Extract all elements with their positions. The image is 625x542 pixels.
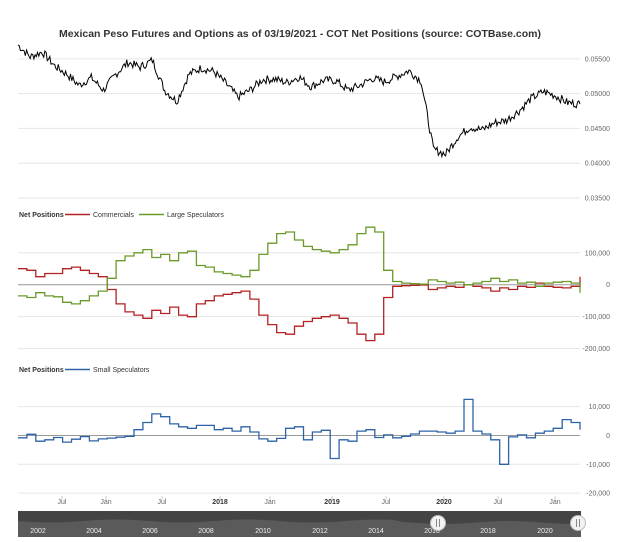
navigator-year-label: 2014: [368, 528, 384, 535]
time-axis-label: Jan: [100, 499, 111, 506]
time-axis-label: Jul: [382, 499, 391, 506]
navigator-year-label: 2012: [312, 528, 328, 535]
net-positions-legend-title: Net Positions: [19, 212, 64, 219]
small-speculators-legend-title: Net Positions: [19, 367, 64, 374]
net-positions-tick-label: -200,000: [582, 346, 610, 353]
small-speculators-gridlines: [18, 406, 580, 494]
net-positions-y-axis: 100,000 0 -100,000 -200,000: [582, 250, 610, 353]
large-speculators-series-line: [18, 226, 581, 305]
price-series-line: [17, 44, 581, 159]
small-speculators-tick-label: -20,000: [586, 491, 610, 498]
navigator-right-handle[interactable]: [570, 515, 586, 531]
navigator-year-label: 2006: [142, 528, 158, 535]
commercials-legend-label[interactable]: Commercials: [93, 212, 134, 219]
small-speculators-tick-label: -10,000: [586, 462, 610, 469]
time-axis-label: Jan: [264, 499, 275, 506]
price-gridlines: [18, 58, 580, 199]
net-positions-gridlines: [18, 252, 580, 350]
price-tick-label: 0.05500: [585, 56, 610, 63]
time-axis-label: 2018: [212, 499, 228, 506]
time-axis: Jul Jan Jul 2018 Jan 2019 Jul 2020 Jul Jan: [58, 496, 561, 506]
small-speculators-y-axis: 10,000 0 -10,000 -20,000: [586, 404, 610, 497]
navigator-left-handle[interactable]: [430, 515, 446, 531]
price-tick-label: 0.04000: [585, 161, 610, 168]
commercials-series-line: [18, 266, 581, 342]
price-panel: 0.05500 0.05000 0.04500 0.04000 0.03500: [17, 44, 610, 203]
navigator-year-label: 2002: [30, 528, 46, 535]
time-axis-label: Jul: [494, 499, 503, 506]
navigator-series-area: [18, 519, 581, 537]
price-y-axis: 0.05500 0.05000 0.04500 0.04000 0.03500: [585, 56, 610, 202]
time-axis-label: Jan: [549, 499, 560, 506]
chart-title: Mexican Peso Futures and Options as of 0…: [59, 28, 541, 40]
price-tick-label: 0.05000: [585, 91, 610, 98]
navigator-year-label: 2016: [424, 528, 440, 535]
small-speculators-panel: 10,000 0 -10,000 -20,000 Net Positions Smal…: [18, 367, 610, 498]
net-positions-tick-label: 100,000: [585, 250, 610, 257]
price-tick-label: 0.04500: [585, 126, 610, 133]
navigator-year-label: 2008: [198, 528, 214, 535]
net-positions-tick-label: -100,000: [582, 314, 610, 321]
navigator-year-label: 2018: [480, 528, 496, 535]
small-speculators-tick-label: 0: [606, 433, 610, 440]
navigator-year-labels: 2002 2004 2006 2008 2010 2012 2014 2016 2018 2020: [30, 528, 553, 535]
time-axis-label: 2020: [436, 499, 452, 506]
range-navigator[interactable]: 2002 2004 2006 2008 2010 2012 2014 2016 2018 2020: [18, 511, 586, 537]
navigator-year-label: 2010: [255, 528, 271, 535]
navigator-right-handle-knob[interactable]: [570, 515, 586, 531]
small-speculators-tick-label: 10,000: [589, 404, 611, 411]
navigator-year-label: 2020: [537, 528, 553, 535]
time-axis-label: 2019: [324, 499, 340, 506]
navigator-left-handle-knob[interactable]: [430, 515, 446, 531]
time-axis-label: Jul: [158, 499, 167, 506]
large-speculators-legend-label[interactable]: Large Speculators: [167, 212, 224, 219]
navigator-year-label: 2004: [86, 528, 102, 535]
price-tick-label: 0.03500: [585, 196, 610, 203]
time-axis-label: Jul: [58, 499, 67, 506]
small-speculators-legend-label[interactable]: Small Speculators: [93, 367, 150, 374]
net-positions-tick-label: 0: [606, 282, 610, 289]
net-positions-panel: 100,000 0 -100,000 -200,000 Net Positions C…: [18, 212, 610, 353]
small-speculators-series-line: [18, 398, 581, 465]
